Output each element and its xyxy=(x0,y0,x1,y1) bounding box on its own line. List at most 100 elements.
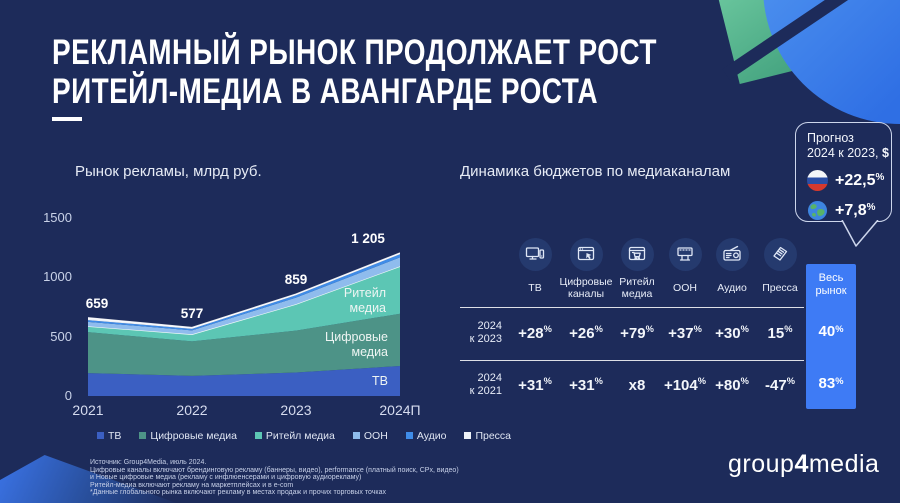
area-label-retail-media: Ритейл медиа xyxy=(343,286,386,315)
media-icon-circle xyxy=(763,237,797,271)
press-icon xyxy=(773,246,788,261)
logo-text-pre: group xyxy=(728,450,795,478)
legend-swatch xyxy=(97,432,104,439)
table-column-header: Цифровые каналы xyxy=(559,276,613,300)
y-axis-tick: 0 xyxy=(64,388,72,403)
table-separator-2 xyxy=(460,360,804,361)
table-icon-cell xyxy=(708,237,756,271)
footnote-line: Источник: Group4Media, июль 2024. xyxy=(90,459,207,466)
legend-label: ООН xyxy=(363,430,388,442)
forecast-callout: Прогноз 2024 к 2023, $ +22,5% +7,8% xyxy=(795,122,892,222)
table-icon-row xyxy=(460,237,856,271)
total-market-column: Весь рынок 40% 83% xyxy=(806,264,856,409)
table-column-header: Аудио xyxy=(717,282,747,294)
area-chart-svg xyxy=(88,252,400,396)
footnote-line: *Данные глобального рынка включают рекла… xyxy=(90,489,386,497)
table-icon-cell xyxy=(612,237,662,271)
legend-label: Ритейл медиа xyxy=(265,430,335,442)
table-value-cell: +30% xyxy=(715,323,749,342)
forecast-value: +22,5% xyxy=(835,171,885,189)
table-value-cell: +28% xyxy=(518,323,552,342)
table-column-header: Ритейл медиа xyxy=(619,276,655,300)
forecast-title-line2: 2024 к 2023, xyxy=(807,146,882,160)
total-value-row1: 40% xyxy=(818,323,844,340)
table-value-cell: +26% xyxy=(569,323,603,342)
y-axis-tick: 1500 xyxy=(43,210,72,225)
spacer-cell xyxy=(460,271,510,305)
table-header-row: ТВ Цифровые каналы Ритейл медиа ООН Аудио Пре… xyxy=(460,271,856,305)
legend-item: Аудио xyxy=(405,430,446,442)
forecast-row: +7,8% xyxy=(807,200,891,221)
spacer-cell xyxy=(460,237,510,271)
footnote-line: и Новые цифровые медиа (рекламу с инфлюе… xyxy=(90,474,362,482)
chart-legend: ТВ Цифровые медиа Ритейл медиа ООН Аудио Прес… xyxy=(97,430,511,442)
table-row: 2024 к 2021 +31% +31% x8 +104% +80% -47% xyxy=(460,370,856,400)
table-value-cell: -47% xyxy=(765,375,795,394)
logo-text-num: 4 xyxy=(794,450,809,478)
table-value-cell: +31% xyxy=(518,375,552,394)
table-value-cell: +79% xyxy=(620,323,654,342)
total-value-row2: 83% xyxy=(818,375,844,392)
media-icon-circle xyxy=(569,237,603,271)
table-icon-cell xyxy=(756,237,804,271)
area-label-digital-media: Цифровые медиа xyxy=(325,330,388,359)
table-value-cell: +37% xyxy=(668,323,702,342)
x-axis-label: 2023 xyxy=(280,402,312,418)
legend-item: Пресса xyxy=(464,430,511,442)
legend-item: ТВ xyxy=(97,430,121,442)
media-icon-circle xyxy=(715,237,749,271)
logo-text-post: media xyxy=(808,450,880,478)
chart-title: Рынок рекламы, млрд руб. xyxy=(75,163,262,180)
digital-channels-icon xyxy=(577,246,595,261)
footnote-line: Ритейл-медиа включают рекламу на маркетп… xyxy=(90,481,294,489)
legend-item: Цифровые медиа xyxy=(139,430,237,442)
data-point-label: 1 205 xyxy=(351,231,385,246)
table-row: 2024 к 2023 +28% +26% +79% +37% +30% 15% xyxy=(460,318,856,348)
media-icon-circle xyxy=(668,237,702,271)
area-series-3 xyxy=(88,257,400,335)
table-column-header: ТВ xyxy=(528,282,542,294)
forecast-value: +7,8% xyxy=(835,201,876,219)
x-axis-label: 2022 xyxy=(176,402,208,418)
footnote-line: Цифровые каналы включают брендинговую ре… xyxy=(90,466,459,474)
source-footnotes: Источник: Group4Media, июль 2024. Цифровы… xyxy=(90,459,459,497)
forecast-row: +22,5% xyxy=(807,170,891,191)
area-edge-line xyxy=(88,252,400,329)
table-value-cell: 15% xyxy=(767,323,793,342)
legend-item: Ритейл медиа xyxy=(254,430,335,442)
group4media-logo: group4media xyxy=(728,450,879,479)
table-row-label: 2024 к 2023 xyxy=(469,320,502,345)
area-label-tv: ТВ xyxy=(372,374,388,388)
ooh-billboard-icon xyxy=(677,247,693,261)
table-heading: Динамика бюджетов по медиаканалам xyxy=(460,163,731,180)
data-point-label: 577 xyxy=(180,305,204,321)
legend-swatch xyxy=(405,432,413,439)
table-icon-cell xyxy=(662,237,708,271)
table-value-cell: +104% xyxy=(663,375,707,394)
media-icon-circle xyxy=(620,237,654,271)
legend-label: Цифровые медиа xyxy=(150,430,237,442)
forecast-title-line1: Прогноз xyxy=(807,131,854,145)
stacked-area-chart xyxy=(88,205,400,400)
area-series-2 xyxy=(88,266,400,342)
forecast-currency: $ xyxy=(881,146,889,160)
forecast-title: Прогноз 2024 к 2023, $ xyxy=(807,131,891,161)
legend-item: ООН xyxy=(352,430,388,442)
area-series-0 xyxy=(88,365,400,396)
media-icon-circle xyxy=(518,237,552,271)
x-axis-label: 2021 xyxy=(72,402,104,418)
legend-label: Пресса xyxy=(475,430,512,442)
audio-radio-icon xyxy=(723,245,741,261)
globe-icon xyxy=(807,200,828,221)
y-axis-tick: 1000 xyxy=(43,269,72,285)
legend-swatch xyxy=(139,432,147,439)
table-row-label: 2024 к 2021 xyxy=(469,372,502,397)
page-title-line2: РИТЕЙЛ-МЕДИА В АВАНГАРДЕ РОСТА xyxy=(52,72,599,111)
table-value-cell: +31% xyxy=(569,375,603,394)
legend-swatch xyxy=(352,432,360,439)
table-separator-1 xyxy=(460,307,804,308)
y-axis-tick: 500 xyxy=(50,328,72,344)
table-value-cell: +80% xyxy=(715,375,749,394)
legend-swatch xyxy=(254,432,262,439)
